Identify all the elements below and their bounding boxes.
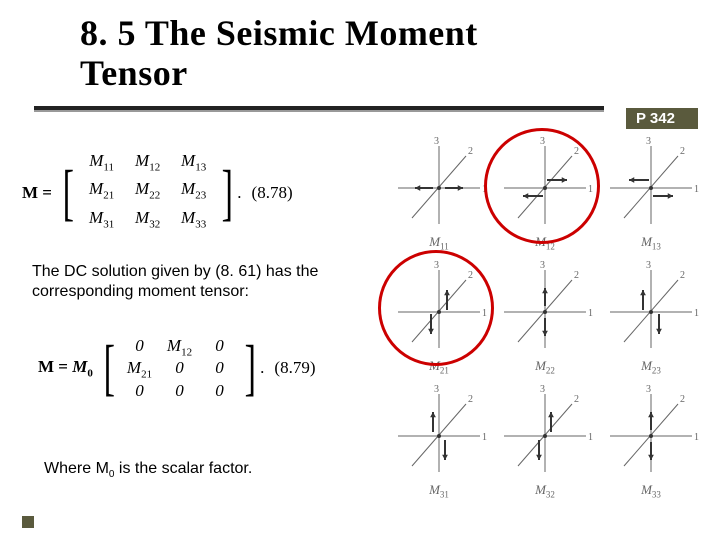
svg-text:1: 1	[694, 184, 699, 195]
equation-8-78: M = [ M11 M12 M13 M21 M22 M23 M31 M32 M3…	[22, 150, 293, 235]
matrix-cell: 0	[120, 381, 160, 401]
svg-text:1: 1	[588, 432, 593, 443]
mt-cell-22: 1 2 3 M22	[492, 256, 598, 380]
page-title: 8. 5 The Seismic Moment Tensor	[80, 14, 478, 93]
mt-label: M11	[386, 234, 492, 252]
left-bracket: [	[104, 339, 115, 397]
eq878-matrix: M11 M12 M13 M21 M22 M23 M31 M32 M33	[79, 150, 217, 235]
matrix-cell: 0	[120, 336, 160, 358]
matrix-cell: 0	[200, 336, 240, 358]
svg-text:2: 2	[574, 146, 579, 157]
matrix-cell: M21	[79, 178, 125, 206]
left-bracket: [	[63, 164, 74, 222]
matrix-cell: M13	[171, 150, 217, 178]
mt-label: M21	[386, 358, 492, 376]
title-rule-shadow	[34, 110, 604, 112]
matrix-cell: M12	[125, 150, 171, 178]
eq879-lhs: M = M0	[38, 357, 93, 379]
mt-label: M22	[492, 358, 598, 376]
svg-text:1: 1	[588, 184, 593, 195]
eq879-matrix: 0 M12 0 M21 0 0 0 0 0	[120, 336, 240, 401]
matrix-cell: M31	[79, 207, 125, 235]
svg-text:2: 2	[680, 146, 685, 157]
eq878-period: .	[237, 182, 241, 204]
mt-label: M31	[386, 482, 492, 500]
svg-text:2: 2	[680, 394, 685, 405]
matrix-cell: M12	[160, 336, 200, 358]
mt-label: M32	[492, 482, 598, 500]
svg-text:1: 1	[482, 432, 487, 443]
mt-label: M23	[598, 358, 704, 376]
eq878-number: (8.78)	[252, 182, 293, 204]
moment-tensor-grid: 1 2 3 M11 1 2 3 M12 1	[386, 132, 704, 504]
right-bracket: ]	[221, 164, 232, 222]
title-line1: 8. 5 The Seismic Moment	[80, 13, 478, 53]
equation-8-79: M = M0 [ 0 M12 0 M21 0 0 0 0 0 ] . (8.79…	[38, 336, 316, 401]
svg-text:1: 1	[588, 308, 593, 319]
svg-text:3: 3	[540, 260, 545, 271]
mt-label: M33	[598, 482, 704, 500]
matrix-cell: 0	[160, 381, 200, 401]
matrix-cell: M23	[171, 178, 217, 206]
svg-text:3: 3	[646, 136, 651, 147]
eq879-period: .	[260, 358, 264, 378]
mt-cell-31: 1 2 3 M31	[386, 380, 492, 504]
mt-cell-12: 1 2 3 M12	[492, 132, 598, 256]
matrix-cell: M32	[125, 207, 171, 235]
svg-text:3: 3	[540, 136, 545, 147]
page-badge: P 342	[626, 108, 698, 129]
title-line2: Tensor	[80, 53, 188, 93]
matrix-cell: M22	[125, 178, 171, 206]
svg-text:1: 1	[694, 432, 699, 443]
svg-text:1: 1	[482, 184, 487, 195]
mt-label: M12	[492, 234, 598, 252]
mt-cell-32: 1 2 3 M32	[492, 380, 598, 504]
svg-text:2: 2	[468, 270, 473, 281]
svg-text:2: 2	[680, 270, 685, 281]
svg-text:2: 2	[574, 394, 579, 405]
eq879-number: (8.79)	[274, 358, 315, 378]
matrix-cell: M33	[171, 207, 217, 235]
svg-text:3: 3	[434, 384, 439, 395]
svg-text:3: 3	[434, 136, 439, 147]
eq878-lhs: M =	[22, 182, 52, 204]
mt-cell-33: 1 2 3 M33	[598, 380, 704, 504]
matrix-cell: 0	[160, 358, 200, 380]
matrix-cell: M21	[120, 358, 160, 380]
svg-text:1: 1	[694, 308, 699, 319]
footer-bullet-icon	[22, 516, 34, 528]
scalar-factor-text: Where M0 is the scalar factor.	[44, 460, 252, 480]
dc-solution-text: The DC solution given by (8. 61) has the…	[32, 262, 332, 302]
svg-text:1: 1	[482, 308, 487, 319]
svg-text:2: 2	[574, 270, 579, 281]
matrix-cell: 0	[200, 381, 240, 401]
svg-text:2: 2	[468, 146, 473, 157]
svg-text:3: 3	[646, 384, 651, 395]
mt-cell-11: 1 2 3 M11	[386, 132, 492, 256]
mt-cell-23: 1 2 3 M23	[598, 256, 704, 380]
mt-label: M13	[598, 234, 704, 252]
svg-text:2: 2	[468, 394, 473, 405]
svg-text:3: 3	[646, 260, 651, 271]
matrix-cell: M11	[79, 150, 125, 178]
svg-text:3: 3	[434, 260, 439, 271]
svg-text:3: 3	[540, 384, 545, 395]
mt-cell-13: 1 2 3 M13	[598, 132, 704, 256]
right-bracket: ]	[244, 339, 255, 397]
matrix-cell: 0	[200, 358, 240, 380]
mt-cell-21: 1 2 3 M21	[386, 256, 492, 380]
